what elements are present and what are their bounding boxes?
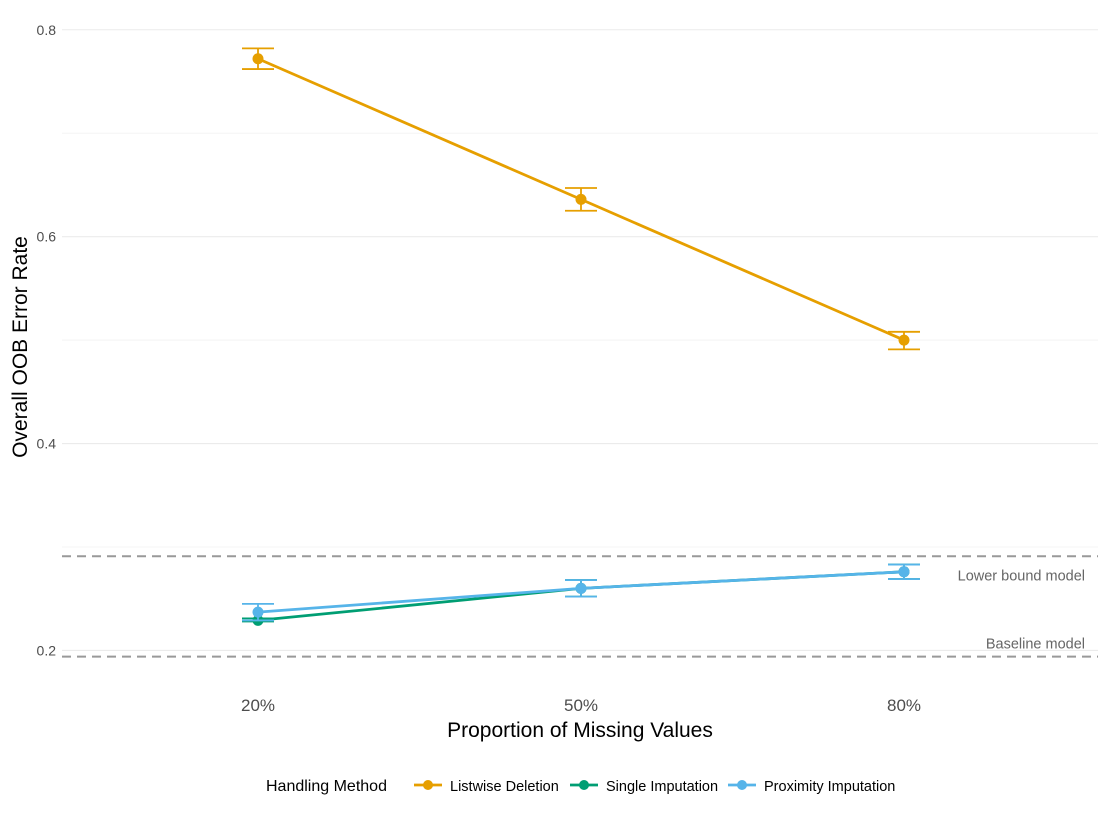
legend-key-point — [579, 780, 589, 790]
x-axis-title: Proportion of Missing Values — [447, 719, 713, 742]
series-layer — [242, 47, 920, 626]
data-point — [575, 193, 587, 205]
y-tick-label: 0.6 — [37, 229, 57, 245]
legend-label: Proximity Imputation — [764, 779, 895, 795]
legend-item: Proximity Imputation — [728, 779, 895, 795]
legend-label: Single Imputation — [606, 779, 718, 795]
series-proximity-imputation — [242, 563, 920, 622]
reference-lines: Lower bound model Baseline model — [62, 555, 1098, 658]
x-axis-ticks: 20% 50% 80% — [241, 696, 921, 715]
legend: Handling Method Listwise Deletion Single … — [266, 778, 895, 795]
legend-key-point — [737, 780, 747, 790]
data-point — [898, 334, 910, 346]
x-tick-label: 80% — [887, 696, 921, 715]
data-point — [252, 53, 264, 65]
legend-title: Handling Method — [266, 778, 387, 795]
data-point — [575, 582, 587, 594]
y-axis-ticks: 0.2 0.4 0.6 0.8 — [37, 22, 57, 659]
legend-label: Listwise Deletion — [450, 779, 559, 795]
legend-item: Listwise Deletion — [414, 779, 559, 795]
y-tick-label: 0.4 — [37, 436, 57, 452]
x-tick-label: 20% — [241, 696, 275, 715]
y-tick-label: 0.2 — [37, 642, 57, 658]
reference-label: Lower bound model — [958, 568, 1085, 584]
data-point — [252, 606, 264, 618]
legend-key-point — [423, 780, 433, 790]
grid-lines — [62, 29, 1098, 651]
y-tick-label: 0.8 — [37, 22, 57, 38]
x-tick-label: 50% — [564, 696, 598, 715]
reference-label: Baseline model — [986, 637, 1085, 653]
series-listwise-deletion — [242, 47, 920, 351]
data-point — [898, 566, 910, 578]
legend-items: Listwise Deletion Single Imputation Proxim… — [414, 779, 895, 795]
legend-item: Single Imputation — [570, 779, 718, 795]
y-axis-title: Overall OOB Error Rate — [9, 236, 32, 458]
